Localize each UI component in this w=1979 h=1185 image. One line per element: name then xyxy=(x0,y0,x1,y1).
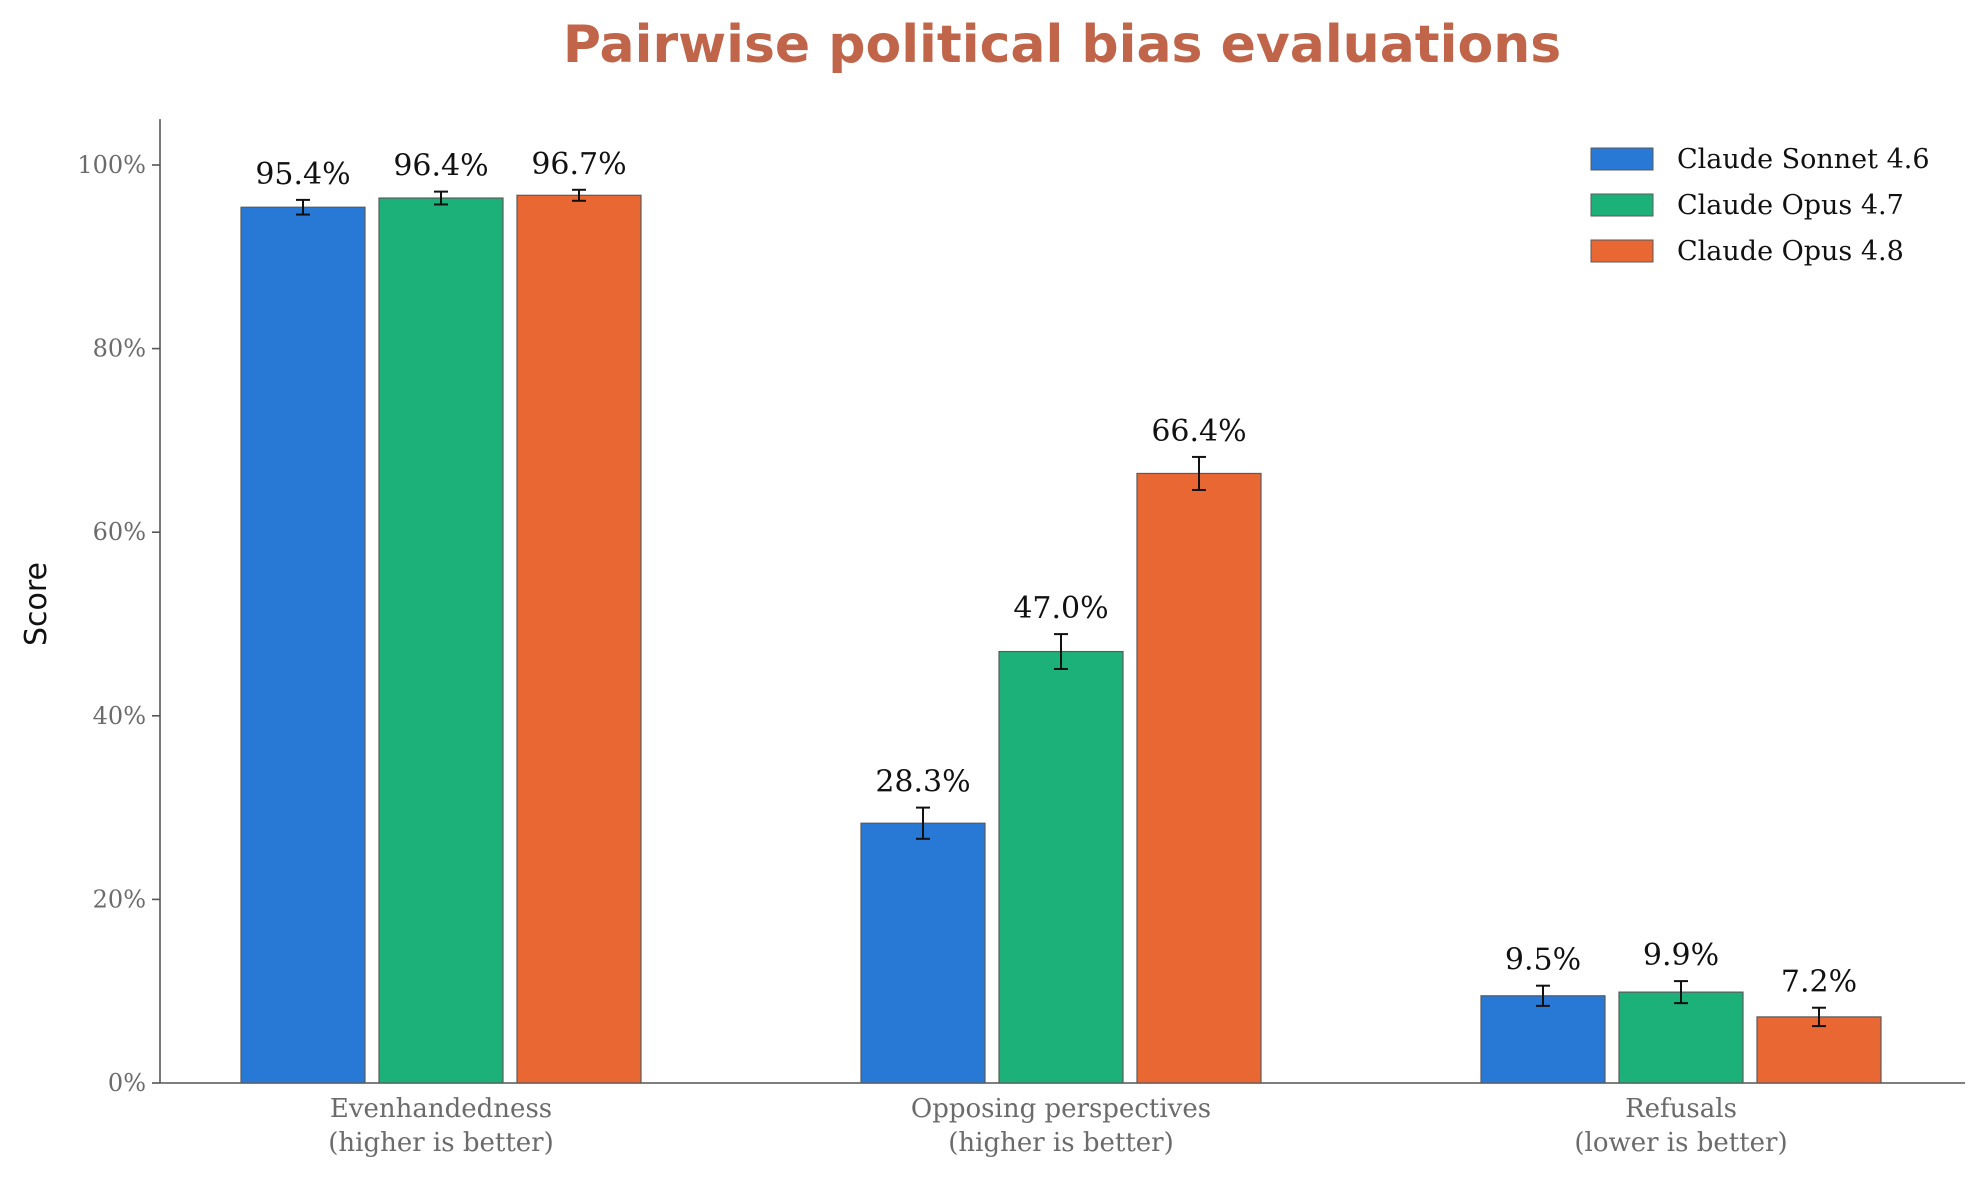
bar xyxy=(1136,472,1262,1084)
bar xyxy=(378,197,504,1084)
legend-swatch xyxy=(1590,193,1654,217)
y-tick-label: 20% xyxy=(93,885,146,913)
x-category-label: Refusals (lower is better) xyxy=(1574,1094,1787,1158)
x-category-label: Evenhandedness (higher is better) xyxy=(328,1094,553,1158)
y-ticks: 0% 20% 40% 60% 80% 100% xyxy=(77,151,160,1097)
bar xyxy=(860,822,986,1084)
data-label: 95.4% xyxy=(255,157,350,192)
value-labels: 95.4% 28.3% 9.5% 96.4% 47.0% 9.9% 96.7% 66.4% 7.… xyxy=(255,147,1857,1000)
data-label: 47.0% xyxy=(1013,591,1108,626)
legend-label: Claude Sonnet 4.6 xyxy=(1677,144,1930,175)
x-category-label: Opposing perspectives (higher is better) xyxy=(911,1094,1211,1158)
legend-label: Claude Opus 4.8 xyxy=(1677,236,1904,267)
bar xyxy=(1618,991,1744,1084)
data-label: 66.4% xyxy=(1151,414,1246,449)
data-label: 96.7% xyxy=(531,147,626,182)
chart-title: Pairwise political bias evaluations xyxy=(563,15,1561,75)
y-tick-label: 40% xyxy=(93,702,146,730)
legend-swatch xyxy=(1590,239,1654,263)
legend-swatch xyxy=(1590,147,1654,171)
bar xyxy=(998,650,1124,1084)
y-tick-label: 0% xyxy=(108,1069,146,1097)
legend: Claude Sonnet 4.6 Claude Opus 4.7 Claude O… xyxy=(1590,144,1930,267)
legend-label: Claude Opus 4.7 xyxy=(1677,190,1904,221)
y-axis-label: Score xyxy=(19,562,54,646)
x-category-labels: Evenhandedness (higher is better) Opposing… xyxy=(328,1094,1787,1158)
y-tick-label: 100% xyxy=(77,151,146,179)
data-label: 9.9% xyxy=(1643,938,1719,973)
bar xyxy=(240,206,366,1084)
y-tick-label: 60% xyxy=(93,518,146,546)
bar xyxy=(516,194,642,1084)
bars xyxy=(240,194,1882,1084)
data-label: 96.4% xyxy=(393,149,488,184)
y-tick-label: 80% xyxy=(93,335,146,363)
data-label: 28.3% xyxy=(875,765,970,800)
data-label: 7.2% xyxy=(1781,965,1857,1000)
error-bars xyxy=(296,188,1826,1028)
bar xyxy=(1480,995,1606,1084)
data-label: 9.5% xyxy=(1505,943,1581,978)
bar xyxy=(1756,1016,1882,1084)
